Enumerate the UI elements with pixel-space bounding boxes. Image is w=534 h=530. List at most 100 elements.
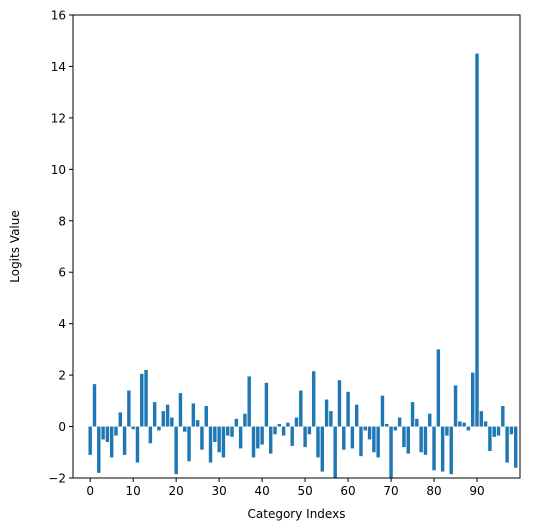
bar-85 [453,385,458,427]
bar-51 [307,426,312,435]
bar-83 [445,426,449,436]
bar-41 [264,382,269,427]
bar-24 [191,403,196,427]
x-tick-label: 50 [297,484,312,498]
y-tick-label: 14 [51,60,66,74]
bar-84 [449,426,453,475]
bar-44 [277,423,282,427]
bar-78 [423,426,428,455]
bar-55 [324,399,329,427]
bar-20 [174,426,178,475]
bar-67 [376,426,380,458]
bar-31 [221,426,226,458]
bar-77 [419,426,423,453]
bar-71 [393,426,398,431]
y-axis: −2 0 2 4 6 8 10 12 14 16 [48,9,73,486]
bar-39 [256,426,260,449]
y-tick-label: 10 [51,163,66,177]
bar-29 [213,426,217,442]
bar-13 [144,369,148,427]
bar-60 [346,391,350,427]
bar-43 [273,426,277,435]
bar-46 [286,422,290,427]
x-tick-label: 0 [86,484,94,498]
bar-81 [436,349,441,427]
bar-22 [183,426,187,432]
bar-23 [187,426,191,462]
bar-48 [294,417,299,427]
x-axis-label: Category Indexs [248,507,346,521]
x-tick-label: 60 [340,484,355,498]
bar-61 [350,426,355,449]
bar-3 [101,426,105,440]
y-tick-label: −2 [48,472,66,486]
y-tick-label: 12 [51,111,66,125]
bar-75 [410,402,415,427]
bar-66 [372,426,376,453]
x-tick-label: 10 [126,484,141,498]
bar-69 [385,423,389,427]
bar-33 [230,426,234,437]
bar-6 [114,426,118,436]
bars-group [88,53,518,478]
bar-87 [462,422,466,427]
y-tick-label: 2 [58,369,66,383]
bar-21 [178,393,183,427]
bar-8 [122,426,127,455]
bar-18 [165,404,170,427]
y-tick-label: 6 [58,266,66,280]
bar-34 [234,418,239,427]
bar-0 [88,426,92,455]
bar-63 [359,426,363,457]
bar-30 [217,426,221,453]
x-tick-label: 70 [383,484,398,498]
bar-1 [92,384,97,427]
bar-96 [501,405,505,427]
bar-70 [389,426,393,478]
bar-88 [466,426,471,431]
bar-56 [329,411,333,427]
bar-52 [311,371,316,427]
bar-72 [397,417,402,427]
bar-36 [243,413,247,427]
bar-47 [290,426,294,446]
y-tick-label: 8 [58,214,66,228]
x-tick-label: 80 [426,484,441,498]
bar-5 [109,426,114,458]
bar-91 [479,411,484,427]
x-axis: 0 10 20 30 40 50 60 70 80 90 [86,478,485,498]
bar-65 [367,426,372,440]
bar-9 [127,390,131,427]
bar-95 [496,426,501,436]
bar-38 [251,426,256,458]
bar-54 [320,426,325,472]
bar-58 [337,380,342,427]
bar-42 [268,426,273,454]
bar-57 [333,426,337,478]
bar-80 [432,426,436,471]
bar-82 [440,426,445,472]
bar-92 [483,421,488,427]
bar-79 [428,413,432,427]
bar-10 [131,426,135,430]
bar-86 [458,421,462,427]
bar-53 [316,426,320,458]
bar-37 [247,376,251,427]
x-tick-label: 20 [169,484,184,498]
bar-15 [152,402,157,427]
bar-27 [204,405,208,427]
y-tick-label: 4 [58,317,66,331]
bar-32 [226,426,230,436]
bar-50 [303,426,307,448]
bar-4 [105,426,110,442]
bar-99 [513,426,518,468]
bar-62 [354,404,359,427]
bar-35 [238,426,243,449]
y-tick-label: 16 [51,9,66,23]
bar-74 [406,426,410,454]
bar-76 [415,418,419,427]
x-tick-label: 40 [254,484,269,498]
plot-frame [72,14,521,479]
bar-12 [140,373,144,427]
